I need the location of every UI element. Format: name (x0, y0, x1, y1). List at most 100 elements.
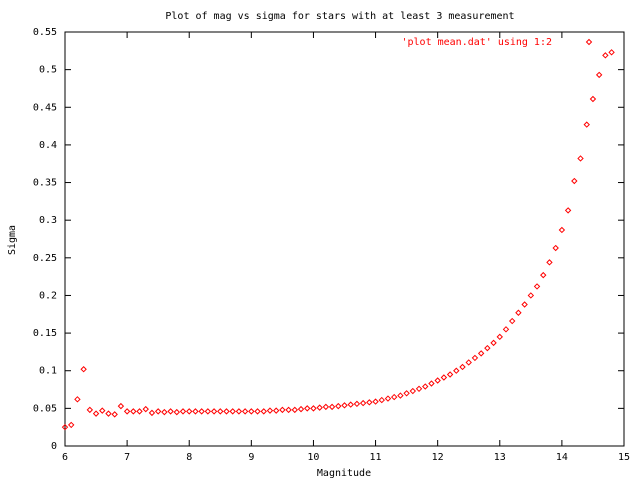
y-tick-label: 0.2 (39, 290, 57, 301)
data-point (105, 410, 112, 417)
data-point (304, 405, 311, 412)
x-axis-label: Magnitude (317, 468, 371, 479)
x-tick-label: 8 (186, 452, 192, 463)
data-point (272, 407, 280, 414)
data-point (608, 49, 615, 56)
data-point (397, 392, 404, 399)
data-point (428, 380, 435, 387)
data-point (583, 121, 590, 128)
data-point (564, 207, 572, 214)
data-point (521, 301, 528, 308)
x-tick-label: 11 (370, 452, 382, 463)
data-point (477, 350, 485, 357)
data-point (378, 396, 385, 404)
data-point (384, 395, 392, 402)
data-point (136, 408, 143, 415)
data-point (359, 399, 367, 407)
data-point (440, 374, 448, 381)
y-tick-label: 0.3 (39, 215, 57, 226)
data-point (217, 408, 224, 415)
data-point (61, 423, 69, 431)
data-point (186, 408, 193, 415)
data-point (372, 398, 379, 405)
data-point (148, 409, 156, 417)
data-point (310, 405, 317, 412)
legend-marker (585, 38, 593, 46)
data-point (552, 244, 559, 252)
legend-label: 'plot mean.dat' using 1:2 (401, 37, 552, 48)
data-point (204, 408, 212, 415)
y-tick-label: 0.35 (33, 178, 57, 189)
data-point (353, 400, 361, 408)
y-tick-label: 0.1 (39, 366, 57, 377)
data-point (248, 408, 255, 415)
data-point (74, 396, 81, 403)
data-point (192, 408, 199, 415)
x-tick-label: 13 (494, 452, 506, 463)
data-point (502, 326, 510, 333)
y-tick-label: 0.5 (39, 65, 57, 76)
data-point (117, 402, 125, 410)
data-point (508, 317, 516, 325)
data-point (130, 408, 137, 415)
x-tick-label: 14 (556, 452, 568, 463)
y-axis-label: Sigma (7, 225, 18, 255)
data-point (142, 405, 149, 413)
data-point (328, 403, 336, 411)
data-point (589, 95, 597, 103)
data-point (465, 359, 472, 366)
data-point (595, 71, 603, 79)
x-tick-label: 15 (618, 452, 630, 463)
data-point (471, 354, 479, 362)
x-tick-label: 7 (124, 452, 130, 463)
x-tick-label: 10 (307, 452, 319, 463)
x-tick-label: 6 (62, 452, 68, 463)
data-point (229, 408, 236, 415)
data-point (316, 404, 323, 411)
data-point (198, 408, 205, 415)
data-point (496, 333, 503, 341)
data-point (546, 259, 553, 266)
y-tick-label: 0.05 (33, 403, 57, 414)
data-point (459, 363, 466, 371)
x-tick-label: 12 (432, 452, 444, 463)
x-tick-label: 9 (248, 452, 254, 463)
data-point (161, 408, 168, 416)
data-point (223, 408, 230, 415)
data-point (533, 283, 541, 290)
data-point (241, 408, 249, 415)
data-point (390, 393, 398, 401)
data-point (602, 52, 609, 59)
data-point (235, 408, 243, 415)
data-point (540, 271, 547, 279)
data-point (279, 406, 286, 414)
data-point (254, 408, 261, 415)
data-point (577, 155, 584, 162)
data-point (179, 408, 187, 415)
data-point (111, 411, 118, 418)
data-point (446, 371, 454, 378)
data-point (515, 309, 522, 316)
data-point (92, 410, 100, 417)
data-point (434, 377, 441, 384)
data-point (558, 226, 566, 234)
data-point (266, 407, 274, 414)
data-point (527, 292, 535, 299)
data-point (322, 403, 330, 411)
data-point (167, 408, 174, 415)
data-point (68, 421, 75, 429)
data-point (484, 344, 491, 352)
data-point (403, 390, 410, 397)
data-point (415, 385, 423, 393)
data-point (173, 408, 181, 416)
data-point (422, 383, 429, 390)
data-point (80, 366, 87, 373)
y-tick-label: 0 (51, 441, 57, 452)
data-point (409, 387, 417, 395)
data-point (490, 339, 497, 347)
data-point (297, 405, 305, 413)
data-point (366, 399, 373, 406)
data-point (341, 402, 348, 409)
